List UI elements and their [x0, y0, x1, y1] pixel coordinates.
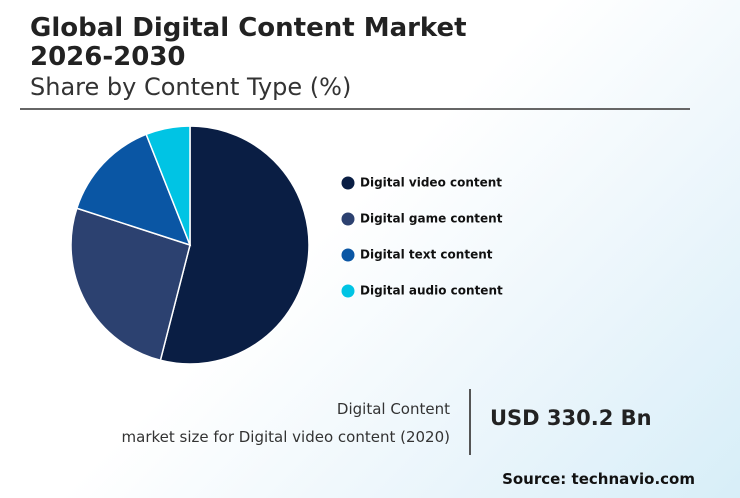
source: Source: technavio.com	[502, 470, 695, 488]
pie-slice	[75, 133, 192, 247]
legend-label: Digital game content	[360, 212, 503, 226]
pie-slice	[145, 125, 191, 246]
pie-slice	[159, 125, 310, 365]
chart-subtitle: Share by Content Type (%)	[30, 73, 352, 101]
divider	[469, 389, 471, 455]
legend-marker	[341, 212, 355, 226]
divider	[20, 108, 690, 110]
legend: Digital video content Digital game conten…	[341, 176, 503, 298]
legend-marker	[341, 248, 355, 262]
pie-slice	[70, 207, 191, 362]
legend-label: Digital video content	[360, 176, 502, 190]
annotation-label: Digital Content	[336, 400, 450, 418]
legend-marker	[341, 176, 355, 190]
chart-title: Global Digital Content Market 2026-2030	[30, 13, 467, 72]
legend-label: Digital text content	[360, 248, 493, 262]
legend-marker	[341, 284, 355, 298]
annotation-sublabel: market size for Digital video content (2…	[121, 428, 450, 446]
legend-label: Digital audio content	[360, 284, 503, 298]
annotation-value: USD 330.2 Bn	[490, 406, 652, 430]
